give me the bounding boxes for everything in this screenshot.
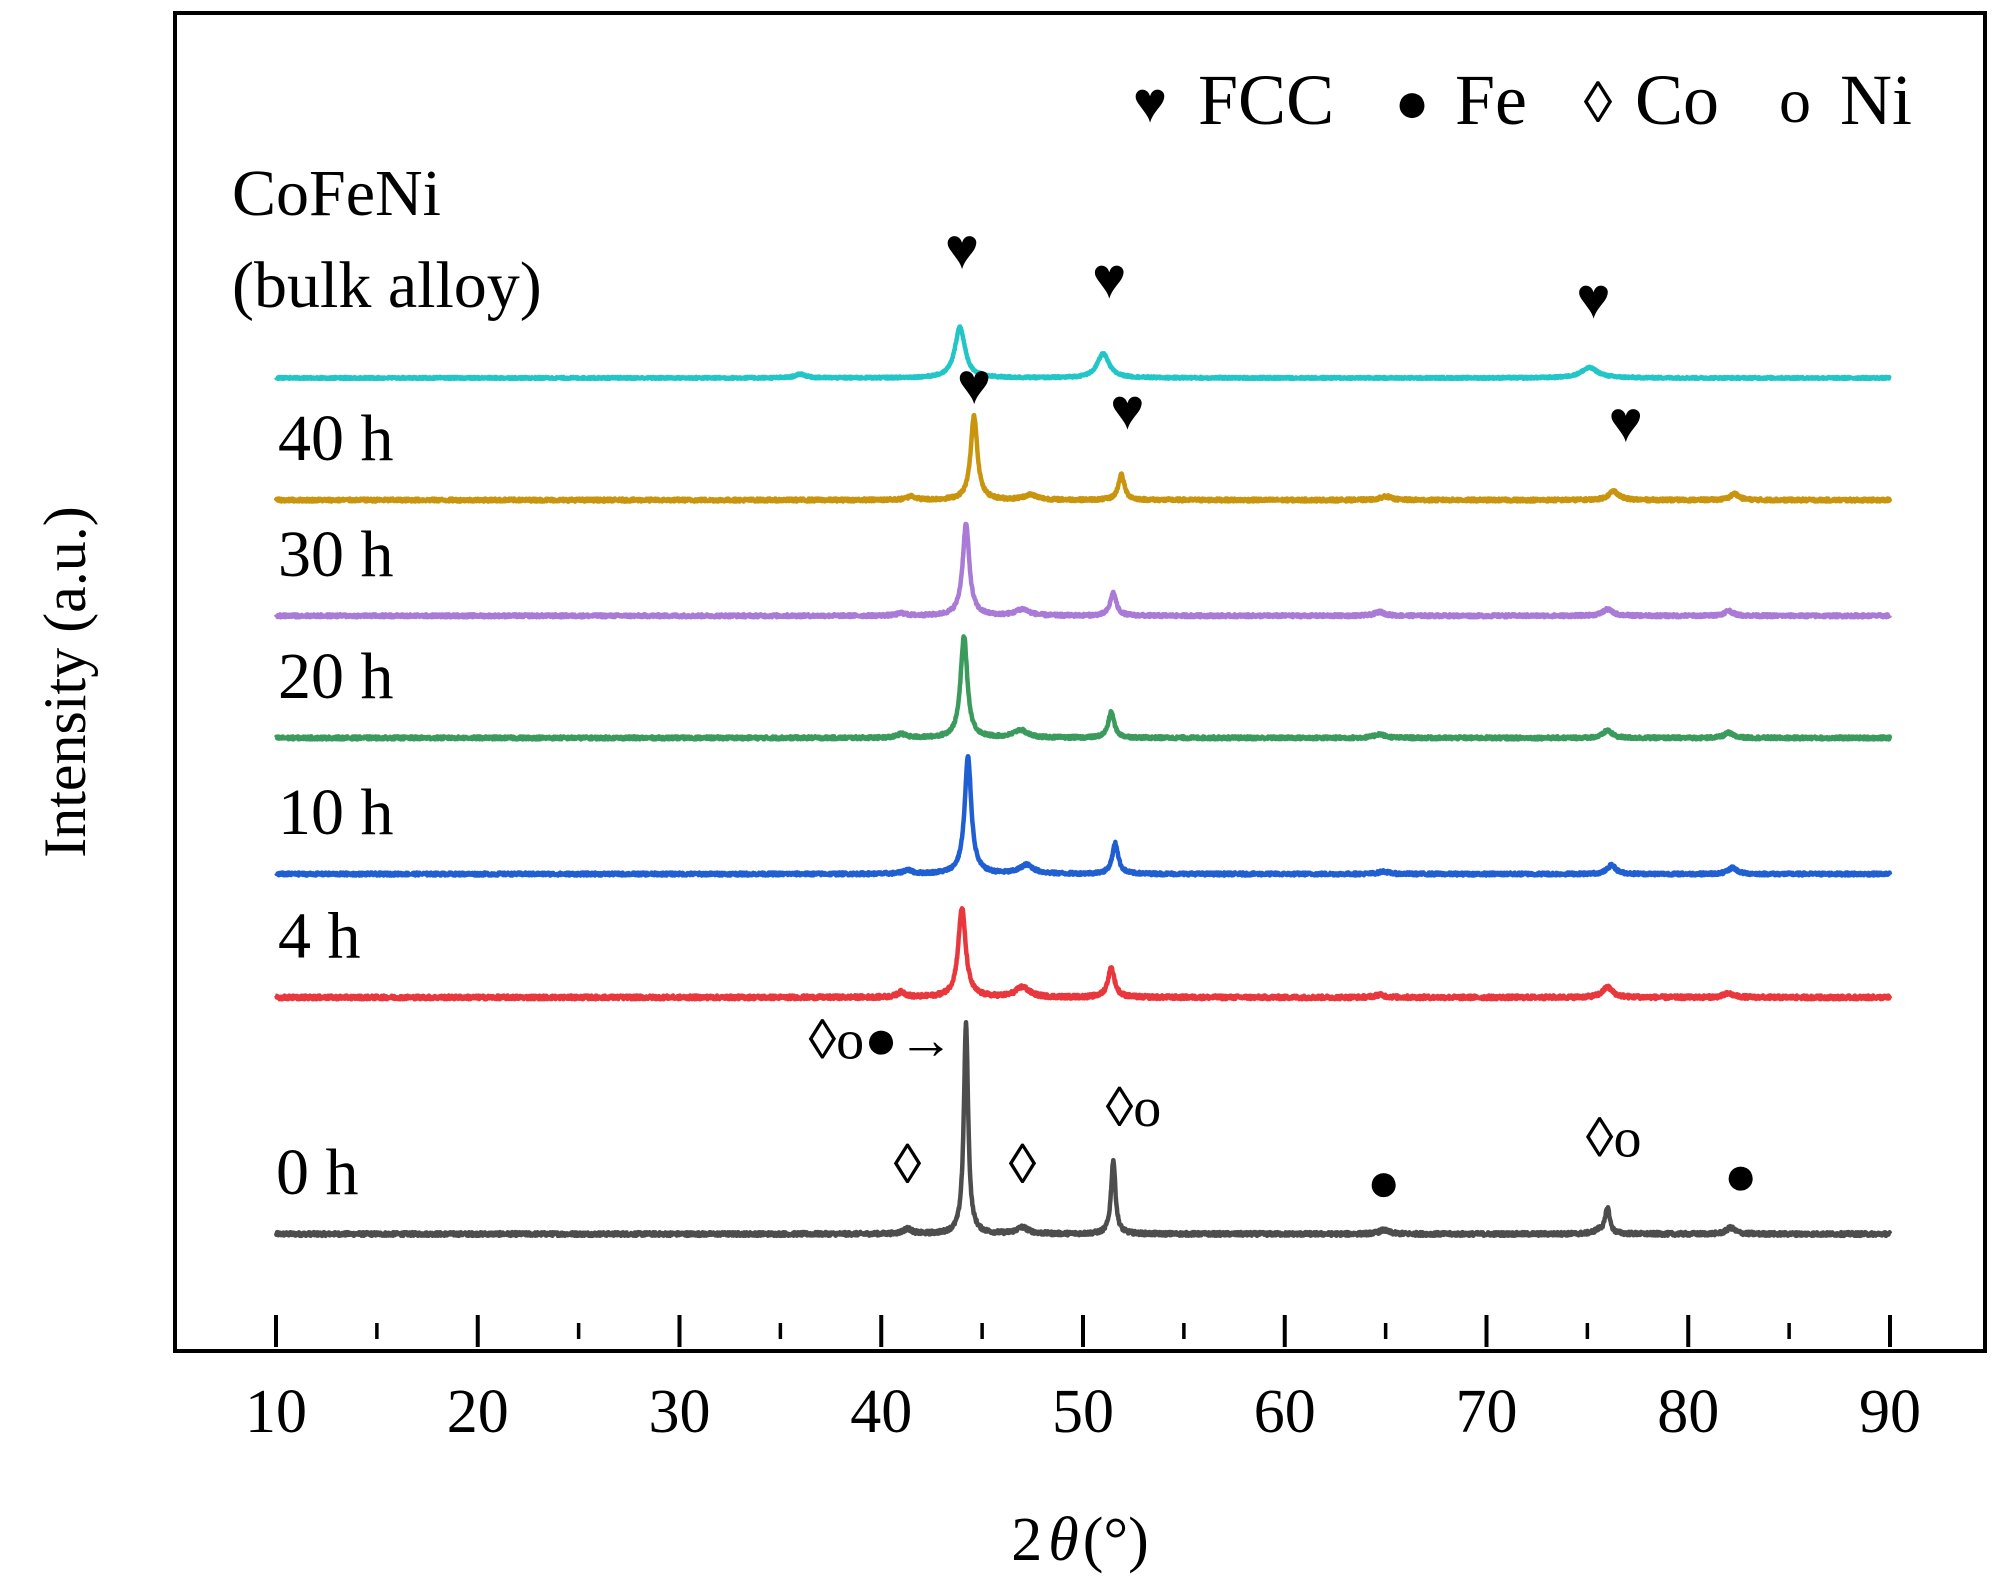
peak-marker: ◊o	[1106, 1077, 1162, 1139]
series-label: 20 h	[278, 640, 394, 713]
legend-label: Ni	[1840, 60, 1912, 140]
series-label: 0 h	[276, 1136, 359, 1209]
series-line	[273, 412, 1893, 504]
x-tick-label: 20	[447, 1378, 509, 1446]
peak-marker: ♥	[1608, 390, 1642, 455]
legend-label: Fe	[1455, 60, 1527, 140]
legend: ♥ FCC ● Fe ◊ Co o Ni	[1133, 60, 1912, 140]
series-line	[273, 521, 1893, 620]
x-tick-label: 70	[1456, 1378, 1518, 1446]
series-label: 40 h	[278, 402, 394, 475]
series-label: 4 h	[278, 899, 361, 972]
series-line	[273, 1020, 1893, 1239]
series-label: (bulk alloy)	[232, 249, 542, 322]
x-axis-label-symbol: θ	[1048, 1506, 1078, 1574]
peak-marker: ♥	[945, 217, 979, 282]
x-tick-label: 90	[1859, 1378, 1921, 1446]
legend-label: FCC	[1198, 60, 1334, 140]
series-line	[274, 324, 1892, 382]
peak-marker: ♥	[1092, 246, 1126, 311]
x-tick-label: 50	[1052, 1378, 1114, 1446]
x-axis-label-main: 2	[1011, 1506, 1042, 1574]
legend-symbol: o	[1779, 65, 1811, 136]
traces-layer	[273, 324, 1893, 1239]
series-labels-layer: 0 h 4 h 10 h 20 h 30 h 40 h CoFeNi (bulk alloy)	[232, 157, 542, 1209]
x-tick-label: 10	[245, 1378, 307, 1446]
series-line	[274, 634, 1893, 742]
x-axis: 10 20 30 40 50 60 70 80 90	[245, 1315, 1921, 1446]
annotations-layer: ◊ ◊o●→ ◊ ◊o ● ◊o ● ♥ ♥ ♥ ♥ ♥ ♥	[809, 217, 1758, 1214]
legend-symbol: ◊	[1584, 70, 1613, 135]
x-tick-label: 80	[1657, 1378, 1719, 1446]
series-label: 30 h	[278, 518, 394, 591]
peak-marker: ◊	[1009, 1134, 1037, 1196]
x-tick-label: 60	[1254, 1378, 1316, 1446]
series-label: CoFeNi	[232, 157, 441, 230]
legend-symbol: ♥	[1133, 70, 1167, 135]
legend-symbol: ●	[1394, 70, 1429, 135]
peak-marker: ●	[1724, 1146, 1758, 1208]
x-axis-label: 2θ(°)	[1011, 1506, 1149, 1574]
x-axis-label-unit: (°)	[1083, 1506, 1149, 1574]
peak-marker: ♥	[1576, 266, 1610, 331]
peak-marker: ♥	[1110, 377, 1144, 442]
peak-marker: ●	[1367, 1152, 1401, 1214]
y-axis-label: Intensity (a.u.)	[32, 506, 98, 858]
peak-marker: ◊	[894, 1134, 922, 1196]
peak-marker: ◊o●→	[809, 1009, 955, 1071]
x-tick-label: 30	[649, 1378, 711, 1446]
series-line	[274, 906, 1893, 1002]
peak-marker: ◊o	[1586, 1107, 1642, 1169]
plot-frame	[173, 11, 1987, 1353]
series-label: 10 h	[278, 776, 394, 849]
series-line	[274, 753, 1893, 878]
peak-marker: ♥	[957, 351, 991, 416]
x-tick-label: 40	[850, 1378, 912, 1446]
legend-label: Co	[1635, 60, 1719, 140]
